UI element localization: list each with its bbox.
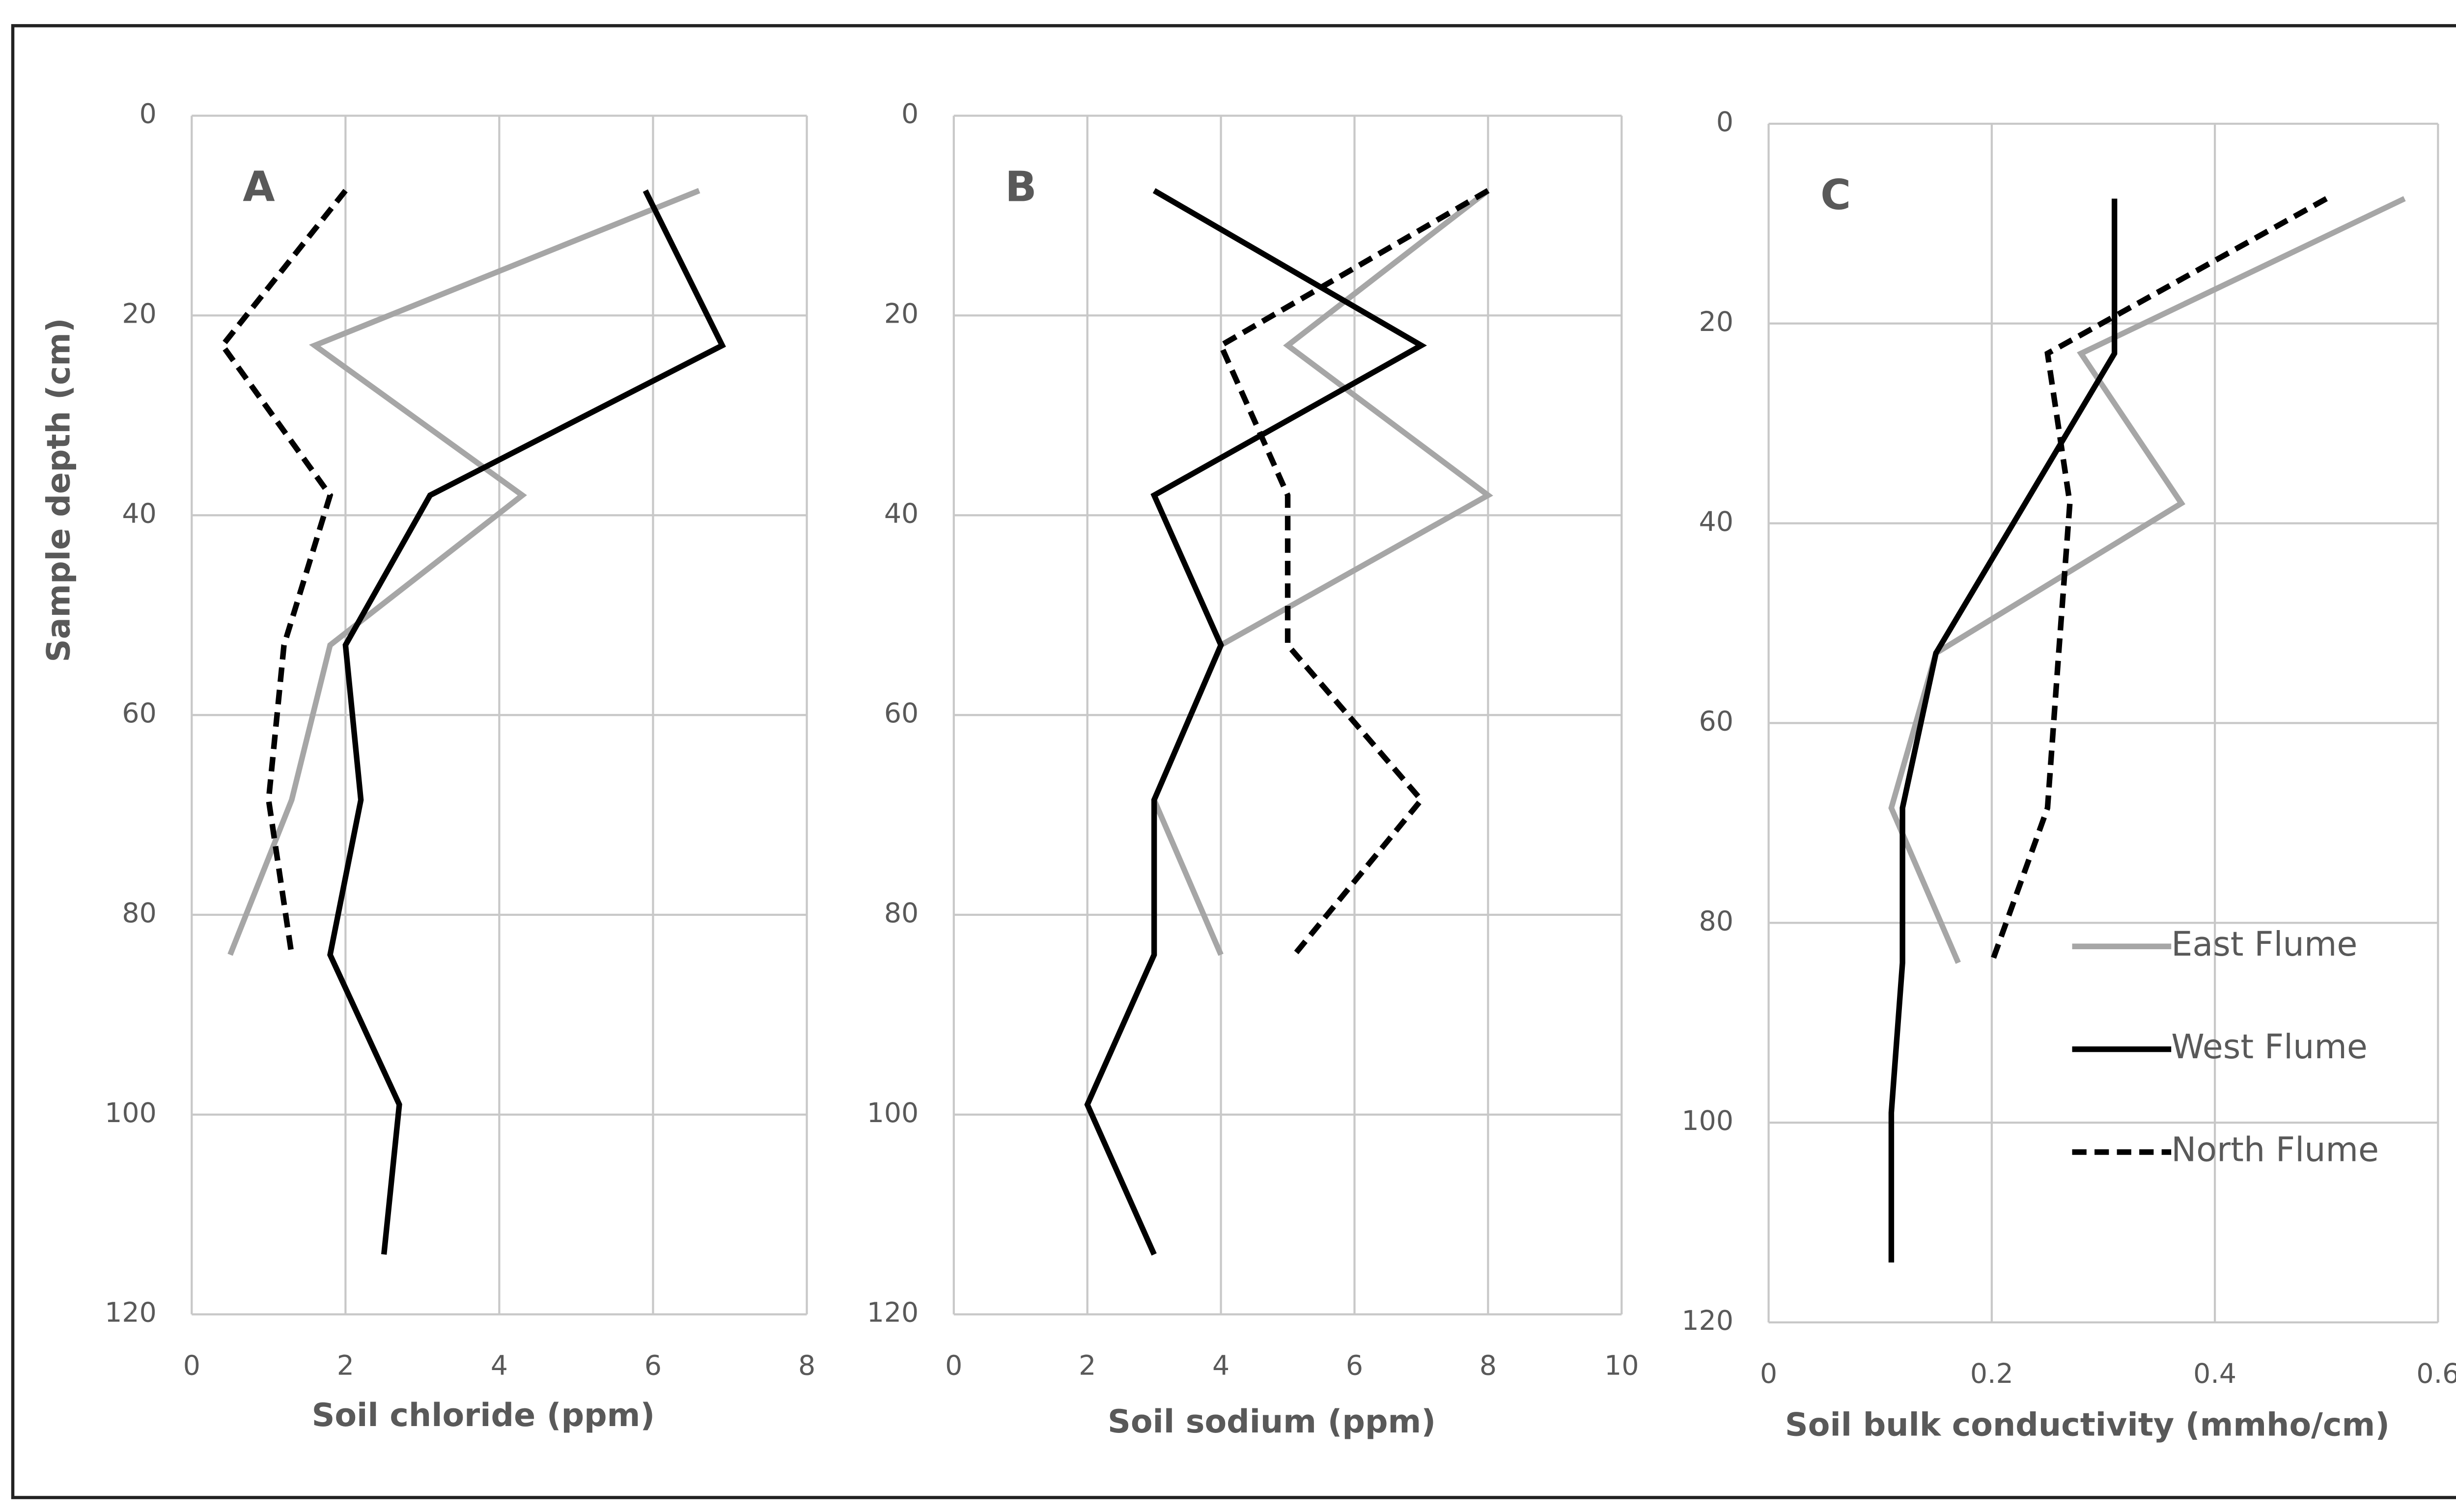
- x-tick-label: 8: [798, 1350, 815, 1382]
- legend-label: West Flume: [2171, 1027, 2368, 1067]
- y-tick-label: 100: [105, 1098, 157, 1129]
- x-tick-label: 10: [1604, 1350, 1639, 1382]
- data-line: [1084, 188, 1427, 1256]
- x-tick-label: 8: [1479, 1350, 1497, 1382]
- y-tick-label: 20: [122, 298, 156, 330]
- y-tick-label: 60: [884, 698, 919, 729]
- y-tick-label: 100: [1682, 1105, 1734, 1137]
- data-line: [1989, 196, 2328, 964]
- x-tick-label: 0: [945, 1350, 962, 1382]
- y-axis-title: Sample depth (cm): [40, 318, 78, 662]
- data-line: [1151, 188, 1493, 956]
- x-tick-label: 6: [644, 1350, 662, 1382]
- x-tick-label: 4: [1212, 1350, 1229, 1382]
- y-tick-label: 80: [122, 898, 156, 929]
- x-tick-label: 2: [337, 1350, 354, 1382]
- y-tick-label: 60: [1699, 706, 1733, 737]
- x-axis-title: Soil chloride (ppm): [312, 1397, 655, 1434]
- frame: [11, 24, 2456, 1499]
- y-tick-label: 40: [1699, 506, 1733, 538]
- data-line: [1217, 188, 1490, 957]
- y-tick-label: 40: [122, 498, 156, 529]
- y-tick-label: 120: [1682, 1305, 1734, 1337]
- x-tick-label: 6: [1346, 1350, 1363, 1382]
- y-tick-label: 60: [122, 698, 156, 729]
- x-tick-label: 0.4: [2193, 1358, 2236, 1390]
- data-line: [327, 189, 726, 1255]
- legend-label: East Flume: [2171, 925, 2357, 964]
- x-axis-title: Soil bulk conductivity (mmho/cm): [1785, 1406, 2390, 1444]
- y-tick-label: 0: [140, 99, 157, 130]
- panel-label: C: [1820, 171, 1851, 220]
- data-line: [227, 188, 700, 956]
- y-tick-label: 80: [1699, 906, 1733, 937]
- y-tick-label: 120: [105, 1297, 157, 1329]
- y-tick-label: 40: [884, 498, 919, 529]
- data-line: [1888, 198, 2118, 1263]
- x-tick-label: 0.2: [1970, 1358, 2013, 1390]
- x-tick-label: 0: [1760, 1358, 1777, 1390]
- x-tick-label: 2: [1079, 1350, 1096, 1382]
- y-tick-label: 0: [901, 99, 919, 130]
- y-tick-label: 0: [1716, 107, 1733, 138]
- y-tick-label: 120: [867, 1297, 919, 1329]
- panel-label: B: [1005, 163, 1036, 211]
- y-tick-label: 100: [867, 1098, 919, 1129]
- data-line: [219, 189, 348, 956]
- x-tick-label: 0: [183, 1350, 200, 1382]
- x-tick-label: 4: [491, 1350, 508, 1382]
- legend-label: North Flume: [2171, 1130, 2379, 1169]
- x-axis-title: Soil sodium (ppm): [1108, 1403, 1436, 1440]
- y-tick-label: 80: [884, 898, 919, 929]
- y-tick-label: 20: [884, 298, 919, 330]
- panel-label: A: [243, 163, 275, 211]
- y-tick-label: 20: [1699, 306, 1733, 338]
- x-tick-label: 0.6: [2416, 1358, 2456, 1390]
